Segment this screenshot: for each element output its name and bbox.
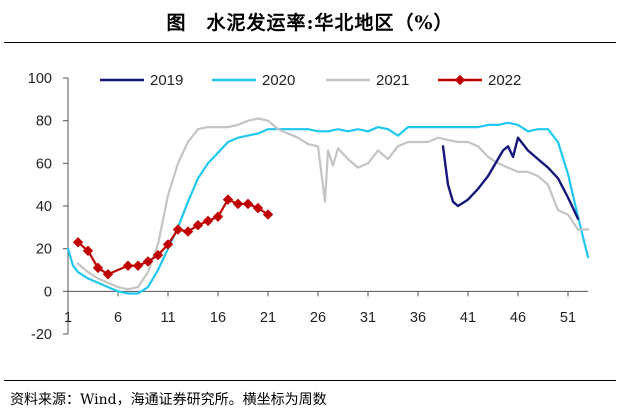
legend-label-2021: 2021 — [376, 72, 409, 89]
series-line-2021 — [78, 119, 588, 290]
data-point-2022 — [133, 261, 143, 271]
data-point-2022 — [193, 220, 203, 230]
data-point-2022 — [233, 199, 243, 209]
series-layer — [68, 119, 588, 294]
x-tick-label: 26 — [310, 310, 326, 326]
data-point-2022 — [223, 194, 233, 204]
data-point-2022 — [213, 211, 223, 221]
data-point-2022 — [203, 216, 213, 226]
y-tick-label: 80 — [36, 114, 52, 130]
data-point-2022 — [183, 226, 193, 236]
data-point-2022 — [123, 261, 133, 271]
y-tick-label: 40 — [36, 199, 52, 215]
x-tick-label: 6 — [114, 310, 122, 326]
footer-divider — [4, 380, 616, 381]
legend: 2019 2020 2021 2022 — [100, 72, 521, 89]
series-line-2022 — [78, 200, 268, 275]
x-tick-label: 31 — [360, 310, 376, 326]
legend-marker-2022 — [455, 75, 465, 85]
x-tick-label: 11 — [160, 310, 175, 326]
y-tick-label: 100 — [28, 71, 52, 87]
data-point-2022 — [103, 269, 113, 279]
x-tick-label: 46 — [510, 310, 526, 326]
y-tick-label: -20 — [31, 327, 52, 343]
data-point-2022 — [243, 199, 253, 209]
legend-label-2019: 2019 — [150, 72, 183, 89]
y-tick-label: 0 — [44, 284, 52, 300]
series-line-2019 — [443, 138, 578, 219]
legend-label-2022: 2022 — [488, 72, 521, 89]
y-tick-label: 60 — [36, 156, 52, 172]
x-tick-label: 41 — [460, 310, 476, 326]
data-point-2022 — [253, 203, 263, 213]
y-tick-label: 20 — [36, 242, 52, 258]
x-tick-label: 36 — [410, 310, 426, 326]
source-note: 资料来源：Wind，海通证券研究所。横坐标为周数 — [10, 389, 327, 409]
x-tick-label: 51 — [560, 310, 576, 326]
legend-label-2020: 2020 — [262, 72, 295, 89]
x-tick-label: 1 — [64, 310, 72, 326]
x-tick-label: 21 — [260, 310, 276, 326]
x-tick-label: 16 — [210, 310, 226, 326]
